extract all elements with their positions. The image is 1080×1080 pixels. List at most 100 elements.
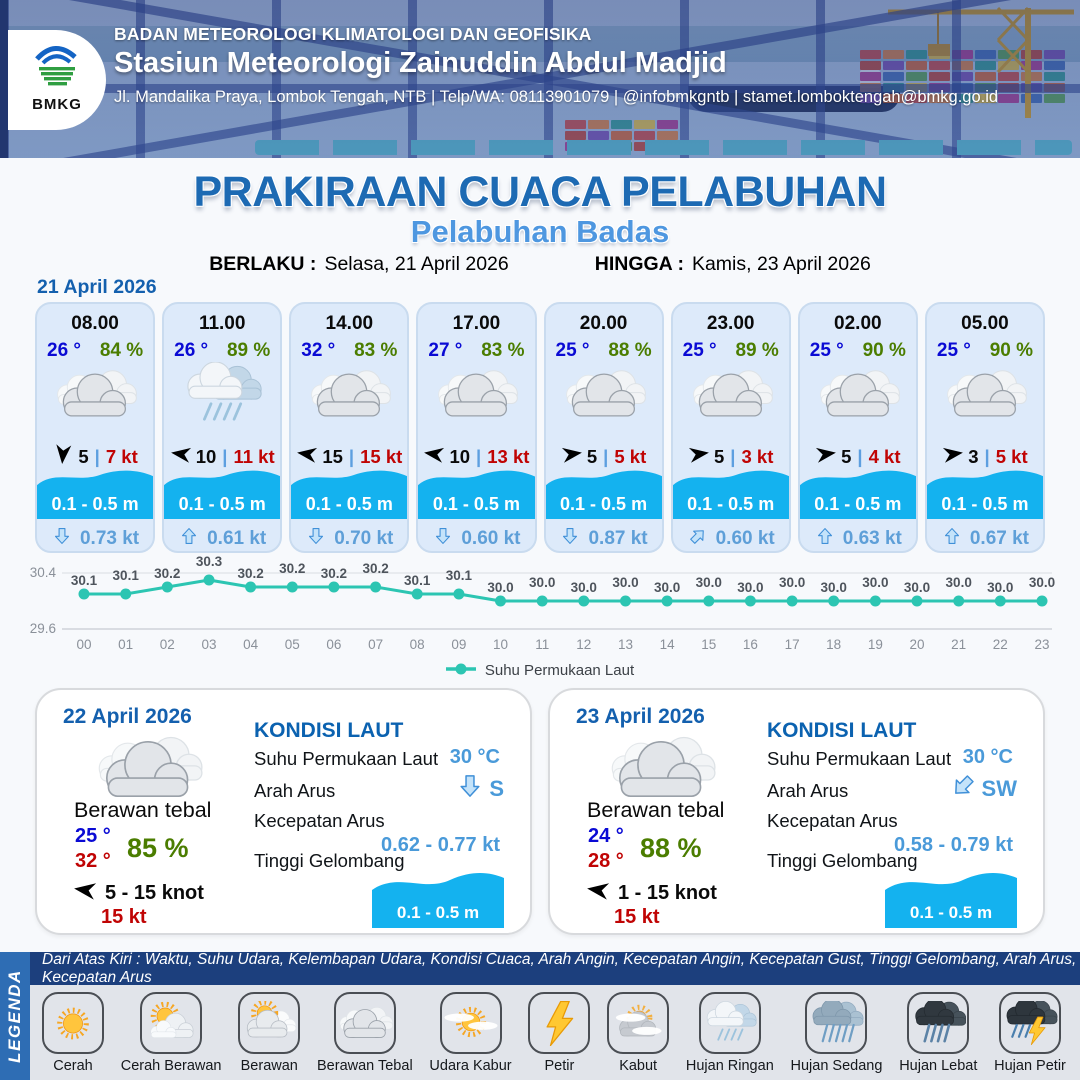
svg-text:30.0: 30.0: [862, 575, 888, 590]
header-banner: BMKG BADAN METEOROLOGI KLIMATOLOGI DAN G…: [0, 0, 1080, 158]
svg-text:00: 00: [76, 637, 91, 652]
line-marker-icon: [445, 662, 476, 679]
wind-direction-icon: [296, 444, 318, 469]
current-row: 0.73 kt: [37, 524, 153, 551]
temp-max: 32 °: [75, 850, 111, 872]
legend-item: Kabut: [607, 992, 670, 1074]
forecast-card: 08.00 26 ° 84 % 5 | 7 kt 0.1 - 0.5 m 0.73 kt: [35, 302, 156, 553]
wind-row: 1 - 15 knot: [586, 879, 717, 907]
sea-conditions-title: KONDISI LAUT: [254, 719, 404, 742]
gust: 5 kt: [995, 445, 1028, 467]
wave-height-box: 0.1 - 0.5 m: [885, 866, 1017, 928]
forecast-card: 20.00 25 ° 88 % 5 | 5 kt 0.1 - 0.5 m 0.87 kt: [543, 302, 664, 553]
day-date: 22 April 2026: [63, 705, 192, 728]
legend-item: Cerah: [42, 992, 104, 1074]
wave-height-band: 0.1 - 0.5 m: [291, 461, 408, 519]
svg-text:30.0: 30.0: [612, 575, 638, 590]
wave-height-value: 0.1 - 0.5 m: [432, 494, 520, 514]
svg-text:30.0: 30.0: [529, 575, 555, 590]
current-arrow-icon: [687, 524, 709, 551]
current-row: 0.67 kt: [927, 524, 1043, 551]
legend-item-label: Kabut: [619, 1058, 658, 1074]
current-speed: 0.87 kt: [588, 528, 648, 549]
current-speed-label: Kecepatan Arus: [767, 810, 898, 831]
wind-speed: 3: [968, 445, 979, 467]
temp-min: 25 °: [75, 825, 111, 847]
wave-height-band: 0.1 - 0.5 m: [926, 461, 1043, 519]
svg-text:30.2: 30.2: [279, 561, 305, 576]
svg-text:22: 22: [993, 637, 1008, 652]
forecast-card: 23.00 25 ° 89 % 5 | 3 kt 0.1 - 0.5 m 0.60 kt: [670, 302, 791, 553]
current-speed: 0.67 kt: [969, 528, 1030, 549]
legend-title: LEGENDA: [5, 969, 24, 1063]
forecast-date-label: 21 April 2026: [37, 276, 157, 298]
svg-text:03: 03: [201, 637, 216, 652]
wind-speed: 15: [322, 445, 343, 467]
forecast-card: 14.00 32 ° 83 % 15 | 15 kt 0.1 - 0.5 m 0.70 kt: [289, 302, 410, 553]
hujan-petir-icon: [999, 992, 1061, 1054]
legend-description: Dari Atas Kiri : Waktu, Suhu Udara, Kele…: [30, 951, 1080, 986]
temperature: 25 °: [682, 340, 717, 361]
berlaku: BERLAKU : Selasa, 21 April 2026: [209, 253, 509, 275]
svg-text:30.1: 30.1: [71, 573, 98, 588]
forecast-card: 02.00 25 ° 90 % 5 | 4 kt 0.1 - 0.5 m 0.63 kt: [797, 302, 918, 553]
forecast-time: 05.00: [961, 313, 1009, 334]
svg-text:16: 16: [743, 637, 758, 652]
current-row: 0.60 kt: [418, 524, 534, 551]
legend-item: Petir: [528, 992, 591, 1074]
wind-row: 15 | 15 kt: [291, 444, 407, 469]
wind-direction-icon: [815, 444, 837, 469]
forecast-card: 17.00 27 ° 83 % 10 | 13 kt 0.1 - 0.5 m 0.60 kt: [416, 302, 537, 553]
svg-text:19: 19: [868, 637, 883, 652]
svg-text:30.2: 30.2: [237, 566, 263, 581]
current-arrow-icon: [559, 524, 581, 551]
legend-item: Hujan Petir: [994, 992, 1066, 1074]
wind-row: 5 | 3 kt: [673, 444, 789, 469]
legend-item: Berawan Tebal: [317, 992, 413, 1074]
svg-text:01: 01: [118, 637, 133, 652]
svg-text:17: 17: [785, 637, 800, 652]
current-arrow-icon: [178, 524, 200, 551]
separator: |: [94, 445, 100, 467]
berawan-tebal-icon: [418, 362, 534, 428]
svg-text:30.0: 30.0: [779, 575, 805, 590]
wave-height-band: 0.1 - 0.5 m: [672, 461, 789, 519]
page-subtitle: Pelabuhan Badas: [410, 214, 670, 249]
wave-height-band: 0.1 - 0.5 m: [164, 461, 281, 519]
wind-direction-icon: [942, 444, 964, 469]
temperature: 25 °: [936, 340, 971, 361]
current-speed: 0.73 kt: [79, 528, 140, 549]
humidity: 89 %: [735, 340, 779, 361]
svg-text:30.0: 30.0: [696, 575, 722, 590]
current-arrow-icon: [432, 524, 454, 551]
legend-item: Hujan Sedang: [791, 992, 882, 1074]
wind-speed: 5: [714, 445, 725, 467]
current-speed-value: 0.62 - 0.77 kt: [381, 834, 500, 856]
berawan-tebal-icon: [37, 362, 153, 428]
wind-row: 10 | 11 kt: [164, 444, 280, 469]
svg-text:29.6: 29.6: [30, 621, 56, 636]
current-arrow-icon: [948, 770, 978, 808]
svg-text:30.2: 30.2: [362, 561, 388, 576]
current-row: 0.61 kt: [164, 524, 280, 551]
sst-value: 30 °C: [962, 746, 1013, 768]
svg-text:30.2: 30.2: [154, 566, 180, 581]
humidity: 90 %: [862, 340, 906, 361]
humidity: 85 %: [127, 833, 189, 863]
berawan-tebal-icon: [87, 726, 209, 817]
forecast-time: 08.00: [71, 313, 119, 334]
legend-icons-row: Cerah Cerah Berawan Berawan Berawan Tebal Ud…: [30, 985, 1080, 1080]
legend-item: Cerah Berawan: [121, 992, 222, 1074]
forecast-card: 05.00 25 ° 90 % 3 | 5 kt 0.1 - 0.5 m 0.67 kt: [924, 302, 1045, 553]
forecast-time: 20.00: [579, 313, 628, 334]
current-direction: SW: [948, 770, 1017, 808]
gust: 15 kt: [614, 906, 660, 928]
svg-text:12: 12: [576, 637, 591, 652]
wave-height-value: 0.1 - 0.5 m: [305, 494, 393, 514]
cerah-berawan-icon: [140, 992, 203, 1054]
wind-row: 5 - 15 knot: [73, 879, 204, 907]
window-frame-bar: [0, 84, 1080, 93]
gust: 3 kt: [741, 445, 774, 467]
legend-item-label: Berawan: [240, 1058, 298, 1074]
forecast-time: 02.00: [834, 313, 882, 334]
